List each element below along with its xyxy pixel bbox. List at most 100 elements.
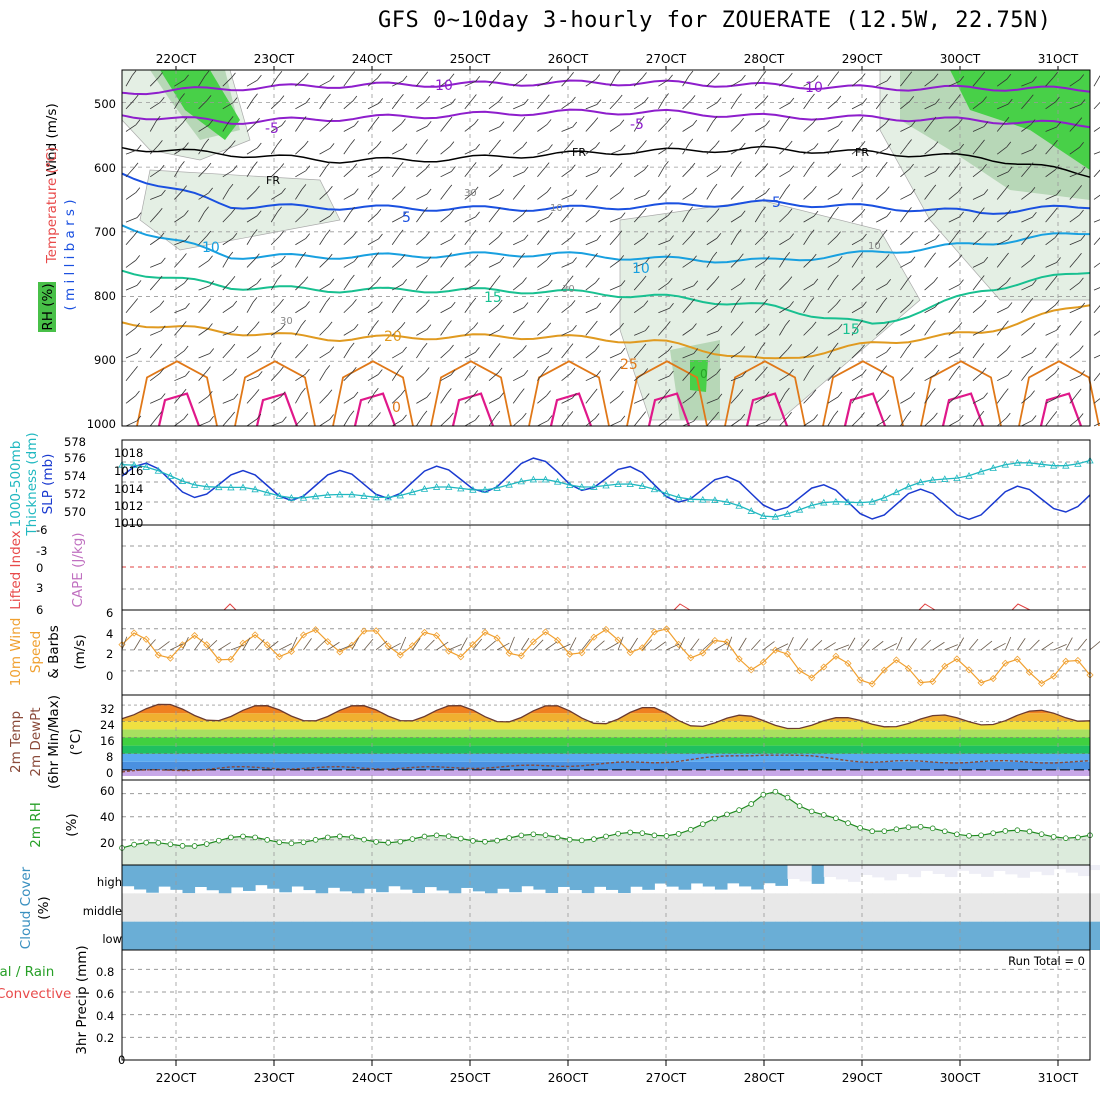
wind-barb-flag [209,280,215,287]
wind-barb-flag [958,414,964,421]
wind-barb [1045,237,1056,246]
tick-576: 576 [64,451,86,465]
wind-barb [391,123,402,132]
wind-barb [851,170,863,178]
wind-barb-flag [495,410,501,417]
label-rh30: 30 [562,284,575,295]
wind-barb [706,305,717,314]
wind10-barb [690,638,700,651]
wind-barb-flag [837,323,843,330]
wind-barb-flag [256,278,262,284]
wind-barb [803,190,813,200]
wind-barb-flag [449,276,454,283]
wind10-marker [626,648,634,657]
wind-barb-flag [644,393,650,399]
wind-barb-flag [547,279,553,286]
wind-barb [537,99,546,110]
wind-barb-flag [425,299,430,305]
wind-barb [149,348,159,359]
wind-barb [319,215,331,223]
cloud-low-bar [315,921,329,950]
wind-barb [1045,194,1057,200]
rh2m-marker [784,794,791,801]
wind10-barb [750,639,761,651]
tick-578: 578 [64,435,86,449]
wind-barb-flag [834,71,840,77]
wind-barb [682,211,689,223]
wind-barb-flag [860,73,866,79]
thickness-marker [154,466,162,474]
isotherm-p25 [626,360,708,427]
wind-barb [876,283,887,291]
wind-barb [633,373,645,382]
wind-barb-flag [1030,322,1036,329]
cloud-middle-bar [569,893,583,922]
wind-barb-flag [136,280,142,286]
wind-barb-flag [789,301,794,307]
cloud-middle-bar [436,893,450,922]
wind-barb [682,395,693,404]
wind-barb [270,143,279,155]
wind-barb-flag [400,321,406,328]
cloud-middle-bar [533,893,546,922]
wind-barb [416,100,426,110]
wind-barb-flag [181,321,187,327]
wind-barb-flag [398,161,404,168]
wind-barb [924,325,932,336]
wind-barb [1021,327,1031,336]
wind10-marker [541,628,550,636]
isotherm-p25 [822,360,904,427]
rh2m-marker [845,820,851,826]
wind-barb [246,79,258,87]
temp-band [122,721,1090,730]
wind10-barb [775,643,789,651]
wind-barb-flag [666,117,672,124]
wind-barb-flag [255,185,260,192]
wind-barb-flag [761,70,767,77]
wind-barb [730,215,742,223]
wind-barb [1069,393,1078,404]
wind-barb [246,98,254,110]
wind-barb [222,373,233,382]
wind10-marker [917,679,925,687]
cloud-middle-bar [787,893,801,922]
cloud-middle-bar [944,893,958,922]
isotherm-p30 [1039,392,1083,427]
wind-barb [1069,307,1081,314]
rh2m-marker [1050,834,1057,840]
wind-barb [198,353,210,359]
wind10-marker [275,653,283,661]
cloud-high-bar [291,865,304,887]
wind-barb [561,329,573,336]
tick-li: 6 [36,603,43,617]
wind-barb-flag [617,366,622,372]
wind10-barb [932,641,945,651]
wind-barb-flag [350,71,356,77]
wind-barb [125,352,138,359]
wind-barb [754,100,765,110]
cloud-middle-bar [751,893,764,922]
wind-barb-flag [1032,76,1037,82]
wind-barb-flag [475,211,480,218]
thickness-marker [420,485,429,492]
rh2m-marker [409,836,416,842]
wind-barb [246,326,256,336]
wind-barb [1093,422,1100,427]
temp-band [122,761,1090,770]
wind-barb-flag [522,345,527,351]
cloud-middle-bar [255,893,268,922]
wind-barb-flag [1030,254,1036,261]
cloud-low-bar [896,921,909,950]
cloud-low-bar [944,921,958,950]
wind-barb-flag [228,116,234,122]
rh2m-marker [312,837,319,843]
wind-barb-flag [837,391,843,398]
wind-barb [1069,257,1078,268]
wind-barb [754,303,764,314]
wind-barb-flag [765,255,770,262]
cloud-high-bar [969,865,982,874]
wind-barb-flag [353,323,359,330]
tick-precip: 0 [118,1053,125,1067]
wind-barb [1021,352,1033,359]
wind-barb-flag [425,96,431,102]
